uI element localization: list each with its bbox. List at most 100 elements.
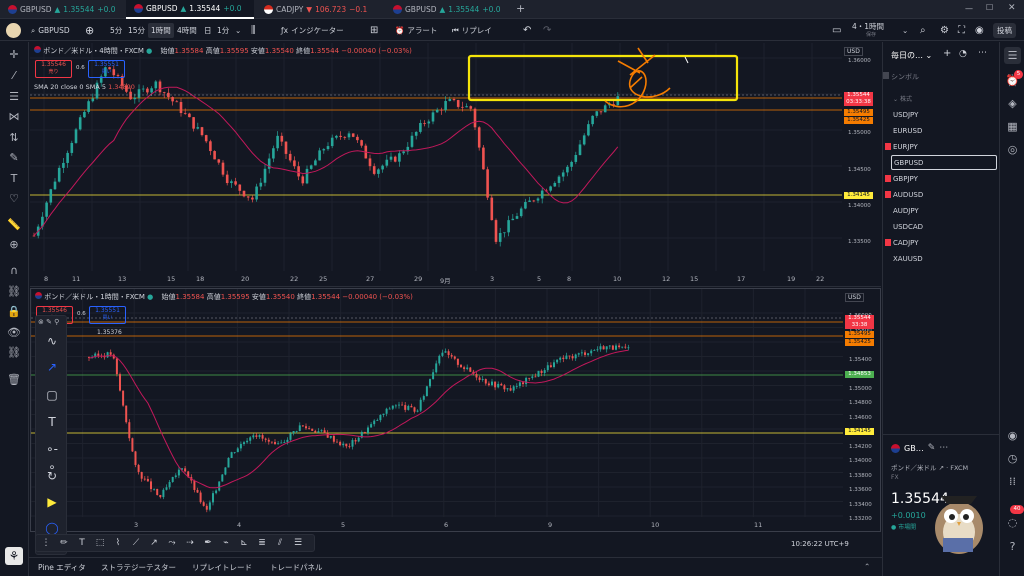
watchlist-item-eurjpy[interactable]: EURJPY: [885, 139, 997, 154]
undo-icon[interactable]: ↶: [523, 25, 532, 36]
text-icon[interactable]: T: [10, 172, 18, 185]
crosshair-icon[interactable]: ✛: [9, 48, 19, 61]
watchlist-item-gbpjpy[interactable]: GBPJPY: [885, 171, 997, 186]
magnet-icon[interactable]: ∩: [9, 264, 19, 277]
help-icon[interactable]: ?: [1009, 540, 1016, 553]
redo-icon[interactable]: ↷: [543, 25, 552, 36]
watchlist-item-audjpy[interactable]: AUDJPY: [891, 203, 997, 218]
currency-label[interactable]: USD: [845, 293, 864, 302]
marker-style-icon[interactable]: ⌁: [223, 538, 229, 548]
close-icon[interactable]: ✕: [1008, 3, 1016, 13]
interval-1m[interactable]: 1分: [217, 26, 230, 35]
watchlist-item-eurusd[interactable]: EURUSD: [891, 123, 997, 138]
lines-style-icon[interactable]: ☰: [293, 538, 303, 548]
chart-4h-canvas[interactable]: [30, 43, 881, 287]
replay-button[interactable]: ⏮ リプレイ: [452, 23, 492, 38]
pen-style-icon[interactable]: ✒: [204, 538, 212, 548]
publish-button[interactable]: 投稿: [993, 23, 1016, 38]
box-style-icon[interactable]: ⬚: [95, 538, 105, 548]
fullscreen-icon[interactable]: ⛶: [958, 25, 965, 36]
watchlist-item-gbpusd[interactable]: GBPUSD: [891, 155, 997, 170]
watchlist-item-cadjpy[interactable]: CADJPY: [885, 235, 997, 250]
interval-5m[interactable]: 5分: [110, 26, 123, 35]
link-icon[interactable]: ⛓: [7, 346, 21, 359]
pine-editor-tab[interactable]: Pine エディタ: [38, 563, 86, 572]
curve-tool-icon[interactable]: ∿: [46, 334, 58, 348]
strategy-tester-tab[interactable]: ストラテジーテスター: [101, 563, 176, 572]
layout-name-button[interactable]: 4・1時間 保存: [852, 23, 884, 39]
layout-dropdown-icon[interactable]: ⌄: [902, 26, 909, 35]
bar-style-icon[interactable]: ⫼: [251, 25, 256, 36]
watchlist-item-xauusd[interactable]: XAUUSD: [891, 251, 997, 266]
fib-icon[interactable]: ☰: [9, 90, 19, 103]
buy-button[interactable]: 1.35551 買い: [88, 60, 125, 78]
symbol-search-button[interactable]: ⌕ GBPUSD: [31, 23, 70, 38]
path-tool-icon[interactable]: ∘-∘: [46, 442, 58, 474]
interval-15m[interactable]: 15分: [128, 26, 146, 35]
zoom-icon[interactable]: ⊕: [9, 238, 19, 251]
group-header[interactable]: ⌄ 株式: [893, 96, 912, 103]
interval-4h[interactable]: 4時間: [177, 26, 197, 35]
circle-tool-icon[interactable]: ◯: [45, 521, 59, 535]
currency-label[interactable]: USD: [844, 47, 863, 56]
interval-1h[interactable]: 1時間: [148, 23, 174, 38]
rotate-tool-icon[interactable]: ↻: [46, 469, 58, 483]
measure-style-icon[interactable]: ⊾: [240, 538, 248, 548]
tab-gbpusd-3[interactable]: GBPUSD ▲ 1.35544 +0.0: [385, 0, 510, 19]
panel-handle-icon[interactable]: ⊗ ✎ ⚲: [38, 318, 60, 326]
add-symbol-plus-icon[interactable]: +: [943, 48, 952, 59]
layers-icon[interactable]: ◈: [1008, 97, 1017, 110]
arrow-tool-icon[interactable]: ↗: [46, 360, 58, 374]
brush-style-icon[interactable]: ✏: [60, 538, 68, 548]
channel-style-icon[interactable]: ⫽: [277, 538, 282, 548]
watchlist-item-usdcad[interactable]: USDCAD: [891, 219, 997, 234]
text-tool-icon[interactable]: T: [48, 415, 56, 429]
extend-style-icon[interactable]: ⇢: [186, 538, 194, 548]
avatar[interactable]: [6, 23, 21, 38]
eye-icon[interactable]: 👁: [7, 326, 21, 339]
path-style-icon[interactable]: ⤳: [168, 538, 176, 548]
stream-icon[interactable]: ◉: [1007, 429, 1018, 442]
watchlist-item-audusd[interactable]: AUDUSD: [885, 187, 997, 202]
tab-gbpusd-2[interactable]: GBPUSD ▲ 1.35544 +0.0: [126, 0, 254, 19]
more-icon[interactable]: ⋯: [978, 48, 987, 58]
drag-handle-icon[interactable]: ⋮: [41, 538, 51, 548]
lock-icon[interactable]: 🔒: [7, 305, 21, 318]
layout-grid-icon[interactable]: ▭: [832, 25, 842, 36]
tab-cadjpy[interactable]: CADJPY ▼ 106.723 −0.1: [256, 0, 384, 19]
compare-plus-icon[interactable]: ⊕: [85, 24, 95, 37]
detail-more-icon[interactable]: ⋯: [939, 443, 949, 453]
app-logo-icon[interactable]: ⚘: [5, 547, 23, 565]
calendar-icon[interactable]: ▦: [1007, 120, 1018, 133]
play-tool-icon[interactable]: ▶: [47, 495, 57, 509]
quick-search-icon[interactable]: ⌕: [920, 25, 926, 36]
maximize-icon[interactable]: ☐: [986, 3, 994, 12]
trash-icon[interactable]: 🗑: [7, 373, 21, 386]
lock-drawing-icon[interactable]: ⛓: [7, 285, 21, 298]
interval-1d[interactable]: 日: [204, 26, 212, 35]
chat-icon[interactable]: ◌: [1007, 516, 1018, 529]
tab-gbpusd-1[interactable]: GBPUSD ▲ 1.35544 +0.0: [0, 0, 125, 19]
ideas-icon[interactable]: ◎: [1007, 143, 1018, 156]
arrow-style-icon[interactable]: ↗: [150, 538, 158, 548]
ruler-icon[interactable]: 📏: [7, 218, 21, 231]
chart-1h-canvas[interactable]: [31, 289, 882, 533]
text-style-icon[interactable]: T: [79, 538, 85, 548]
notifications-icon[interactable]: ◷: [1007, 452, 1018, 465]
chart-pane-4h[interactable]: ポンド／米ドル・4時間・FXCM ● 始値1.35584 高値1.35595 安…: [30, 43, 881, 287]
chart-pane-1h[interactable]: ポンド／米ドル・1時間・FXCM ● 始値1.35584 高値1.35595 安…: [30, 288, 882, 548]
watchlist-title-button[interactable]: 毎日の… ⌄: [891, 51, 933, 60]
templates-icon[interactable]: ⊞: [370, 25, 379, 36]
rectangle-tool-icon[interactable]: ▢: [46, 388, 58, 402]
minimize-icon[interactable]: —: [965, 4, 973, 13]
heart-icon[interactable]: ♡: [9, 192, 19, 205]
collapse-panel-icon[interactable]: ⌃: [864, 562, 871, 571]
watchlist-item-usdjpy[interactable]: USDJPY: [891, 107, 997, 122]
interval-dropdown-icon[interactable]: ⌄: [235, 26, 242, 35]
forecast-icon[interactable]: ⇅: [9, 131, 19, 144]
replay-trade-tab[interactable]: リプレイトレード: [192, 563, 252, 572]
line-style-icon[interactable]: ⟋: [132, 538, 140, 548]
wave-style-icon[interactable]: ⌇: [115, 538, 121, 548]
indicators-button[interactable]: ƒx インジケーター: [281, 23, 344, 38]
